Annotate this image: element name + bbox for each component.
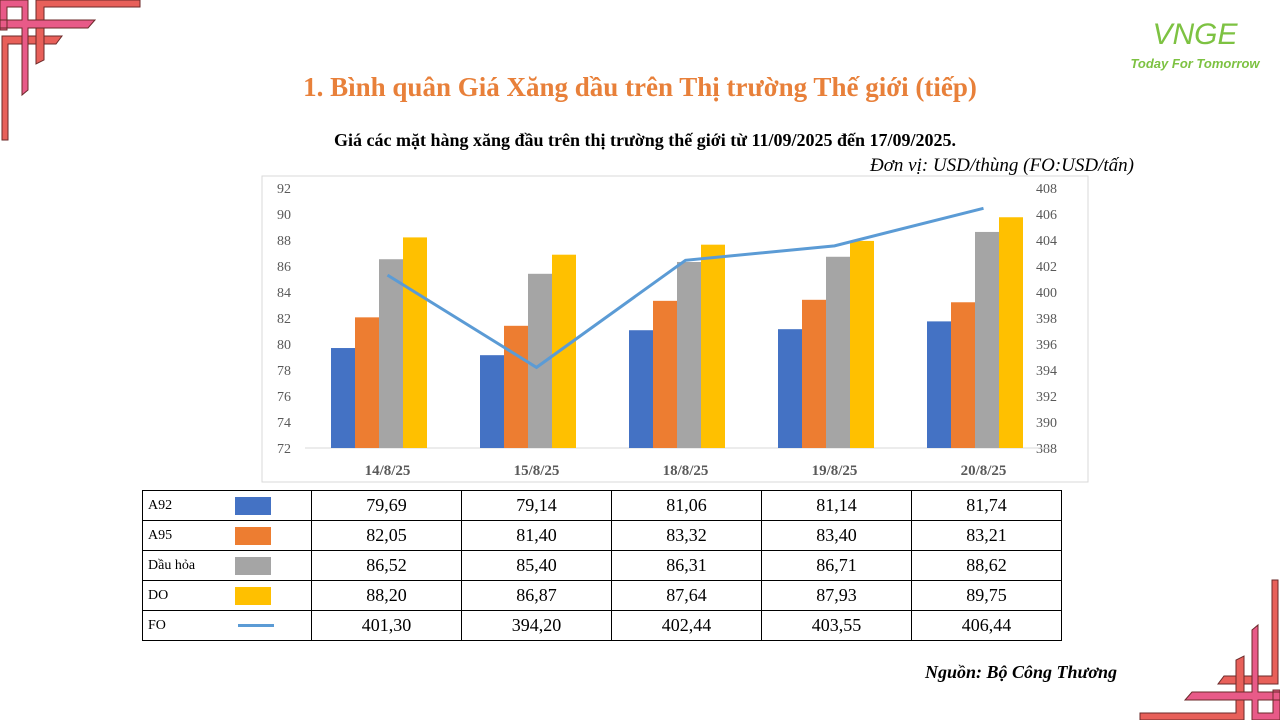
series-label: DO [142, 580, 312, 611]
x-tick-label: 14/8/25 [365, 463, 411, 479]
y2-tick-label: 402 [1036, 260, 1057, 275]
legend-swatch [238, 624, 274, 627]
bar-DO [701, 244, 725, 448]
bar-Dầu hỏa [379, 259, 403, 448]
bar-DO [403, 237, 427, 448]
table-cell: 87,64 [611, 580, 762, 611]
table-cell: 81,14 [761, 490, 912, 521]
y-tick-label: 76 [277, 390, 291, 405]
table-cell: 83,40 [761, 520, 912, 551]
y2-tick-label: 390 [1036, 416, 1057, 431]
table-cell: 81,40 [461, 520, 612, 551]
series-label: Dầu hỏa [142, 550, 312, 581]
table-row: DO 88,20 86,87 87,64 87,93 89,75 [142, 580, 1062, 611]
chart-subtitle: Giá các mặt hàng xăng đầu trên thị trườn… [333, 130, 957, 150]
y-tick-label: 90 [277, 208, 291, 223]
data-table: A92 79,69 79,14 81,06 81,14 81,74 A95 82,05 81,4… [142, 490, 1062, 641]
y-tick-label: 82 [277, 312, 291, 327]
table-cell: 79,69 [311, 490, 462, 521]
bar-A95 [355, 317, 379, 448]
table-cell: 83,32 [611, 520, 762, 551]
table-cell: 85,40 [461, 550, 612, 581]
bar-A95 [653, 300, 677, 448]
page-title: 1. Bình quân Giá Xăng dầu trên Thị trườn… [303, 72, 977, 102]
table-cell: 86,71 [761, 550, 912, 581]
table-cell: 81,06 [611, 490, 762, 521]
bar-DO [552, 254, 576, 448]
y2-tick-label: 388 [1036, 442, 1057, 457]
bar-A95 [504, 325, 528, 448]
y2-tick-label: 394 [1036, 364, 1057, 379]
y2-tick-label: 396 [1036, 338, 1057, 353]
table-cell: 401,30 [311, 610, 462, 641]
table-cell: 83,21 [911, 520, 1062, 551]
table-cell: 88,62 [911, 550, 1062, 581]
table-cell: 403,55 [761, 610, 912, 641]
table-row: FO 401,30 394,20 402,44 403,55 406,44 [142, 610, 1062, 641]
table-cell: 402,44 [611, 610, 762, 641]
bar-Dầu hỏa [975, 231, 999, 448]
x-tick-label: 18/8/25 [663, 463, 709, 479]
x-tick-label: 19/8/25 [812, 463, 858, 479]
table-cell: 394,20 [461, 610, 612, 641]
bar-DO [999, 217, 1023, 448]
bar-A92 [629, 330, 653, 448]
table-cell: 86,87 [461, 580, 612, 611]
source-note: Nguồn: Bộ Công Thương [925, 662, 1117, 682]
unit-label: Đơn vị: USD/thùng (FO:USD/tấn) [870, 155, 1134, 176]
table-row: A92 79,69 79,14 81,06 81,14 81,74 [142, 490, 1062, 521]
combo-chart: 72 74 76 78 80 82 84 86 88 90 92 388 390 392 394 396 398… [261, 175, 1089, 483]
series-label: A95 [142, 520, 312, 551]
table-cell: 87,93 [761, 580, 912, 611]
y2-tick-label: 392 [1036, 390, 1057, 405]
bar-A92 [778, 329, 802, 448]
bar-Dầu hỏa [528, 273, 552, 448]
bar-A92 [480, 355, 504, 448]
series-label: FO [142, 610, 312, 641]
legend-swatch [235, 497, 271, 515]
y2-tick-label: 408 [1036, 182, 1057, 197]
table-row: Dầu hỏa 86,52 85,40 86,31 86,71 88,62 [142, 550, 1062, 581]
bar-A95 [951, 302, 975, 448]
legend-swatch [235, 587, 271, 605]
vnge-logo: VNGE Today For Tomorrow [1125, 18, 1265, 71]
y-tick-label: 72 [277, 442, 291, 457]
table-cell: 86,31 [611, 550, 762, 581]
y-tick-label: 88 [277, 234, 291, 249]
line-FO [386, 206, 984, 370]
table-cell: 82,05 [311, 520, 462, 551]
table-row: A95 82,05 81,40 83,32 83,40 83,21 [142, 520, 1062, 551]
y2-tick-label: 406 [1036, 208, 1057, 223]
y2-tick-label: 398 [1036, 312, 1057, 327]
series-label: A92 [142, 490, 312, 521]
table-cell: 86,52 [311, 550, 462, 581]
y2-tick-label: 400 [1036, 286, 1057, 301]
table-cell: 406,44 [911, 610, 1062, 641]
x-tick-label: 20/8/25 [961, 463, 1007, 479]
bar-A92 [331, 348, 355, 448]
legend-swatch [235, 557, 271, 575]
bar-DO [850, 240, 874, 448]
y-tick-label: 80 [277, 338, 291, 353]
table-cell: 79,14 [461, 490, 612, 521]
corner-ornament-bottom-right [1139, 579, 1280, 720]
y-tick-label: 86 [277, 260, 291, 275]
y-tick-label: 78 [277, 364, 291, 379]
y2-tick-label: 404 [1036, 234, 1057, 249]
x-tick-label: 15/8/25 [514, 463, 560, 479]
bar-A92 [927, 321, 951, 448]
bar-A95 [802, 299, 826, 448]
table-cell: 88,20 [311, 580, 462, 611]
legend-swatch [235, 527, 271, 545]
y-tick-label: 92 [277, 182, 291, 197]
bar-Dầu hỏa [677, 261, 701, 448]
y-tick-label: 84 [277, 286, 291, 301]
table-cell: 89,75 [911, 580, 1062, 611]
corner-ornament-top-left [0, 0, 141, 141]
table-cell: 81,74 [911, 490, 1062, 521]
bar-Dầu hỏa [826, 256, 850, 448]
logo-tagline: Today For Tomorrow [1130, 56, 1260, 71]
y-tick-label: 74 [277, 416, 291, 431]
